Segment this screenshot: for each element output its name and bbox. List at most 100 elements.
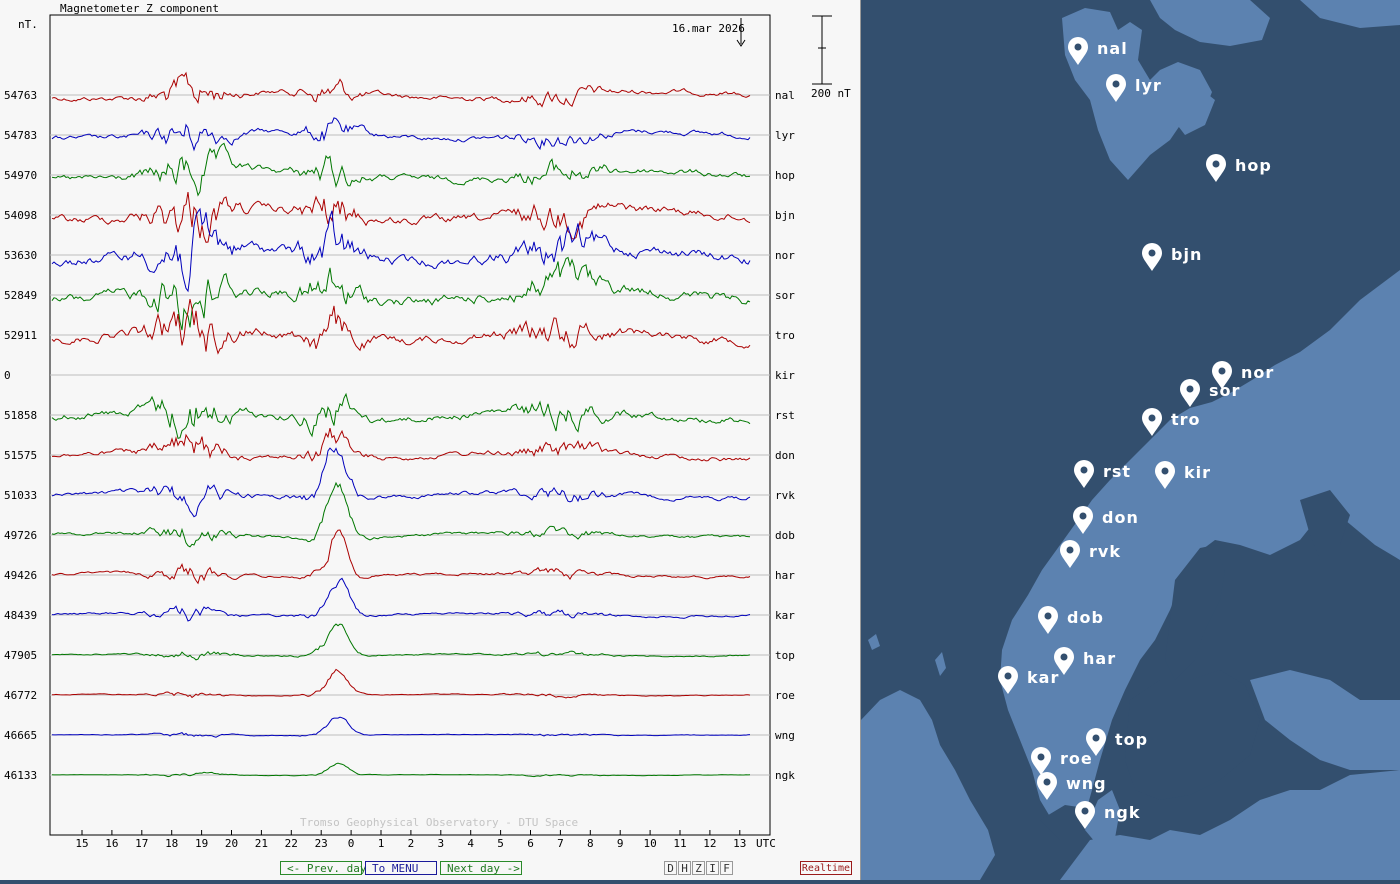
station-code-label: top [775,649,795,662]
map-pin-icon [1075,801,1095,829]
faroe [868,634,880,650]
component-d-button[interactable]: D [664,861,677,875]
trace-ngk [51,762,751,778]
map-pin-icon [1054,647,1074,675]
map-pin-hole [1043,778,1051,786]
trace-har [51,529,751,585]
baseline-label: 51575 [4,449,37,462]
map-pin-hole [1112,80,1120,88]
realtime-button[interactable]: Realtime [800,861,852,875]
kola-peninsula [1280,440,1400,560]
station-pin-nor[interactable]: nor [1212,361,1274,389]
station-pin-hop[interactable]: hop [1206,154,1272,182]
station-code-label: har [775,569,795,582]
trace-dob [51,481,751,548]
map-pin-hole [1004,672,1012,680]
map-pin-hole [1080,466,1088,474]
station-pin-roe[interactable]: roe [1031,747,1093,775]
plot-frame [49,14,771,836]
component-f-button[interactable]: F [720,861,733,875]
map-pin-hole [1060,653,1068,661]
station-label-dob: dob [1067,608,1104,627]
station-pin-rvk[interactable]: rvk [1060,540,1121,568]
trace-top [51,623,751,661]
baseline-label: 48439 [4,609,37,622]
map-pin-icon [1074,460,1094,488]
station-pin-top[interactable]: top [1086,728,1148,756]
next-day-button[interactable]: Next day -> [440,861,522,875]
station-pin-sor[interactable]: sor [1180,379,1240,407]
station-pin-nal[interactable]: nal [1068,37,1128,65]
x-tick-label: 7 [557,837,564,850]
x-tick-label: 2 [408,837,415,850]
station-pin-ngk[interactable]: ngk [1075,801,1140,829]
baseline-label: 51033 [4,489,37,502]
station-pin-lyr[interactable]: lyr [1106,74,1162,102]
station-label-rst: rst [1103,462,1131,481]
magnetometer-plot: Magnetometer Z component nT. 16.mar 2026… [4,2,851,850]
baseline-label: 49726 [4,529,37,542]
map-pin-hole [1074,43,1082,51]
denmark [1085,790,1120,848]
svalbard-northeast [1150,0,1270,46]
station-pin-don[interactable]: don [1073,506,1139,534]
utc-label: UTC [756,837,776,850]
station-label-roe: roe [1060,749,1093,768]
baseline-label: 51858 [4,409,37,422]
map-pin-hole [1044,612,1052,620]
map-pin-icon [1142,243,1162,271]
map-pin-icon [1038,606,1058,634]
station-pin-har[interactable]: har [1054,647,1116,675]
x-tick-label: 4 [467,837,474,850]
station-pin-wng[interactable]: wng [1037,772,1107,800]
x-tick-label: 18 [165,837,178,850]
x-tick-label: 1 [378,837,385,850]
baseline-label: 46772 [4,689,37,702]
continent-land [1060,770,1400,880]
x-tick-label: 13 [733,837,746,850]
baseline-label: 46133 [4,769,37,782]
station-code-label: rst [775,409,795,422]
magnetometer-panel: Magnetometer Z component nT. 16.mar 2026… [0,0,861,880]
map-pin-icon [1086,728,1106,756]
svalbard-east-island [1172,88,1215,135]
station-pin-kir[interactable]: kir [1155,461,1211,489]
map-pin-hole [1092,734,1100,742]
station-code-label: bjn [775,209,795,222]
trace-wng [51,716,751,738]
white-sea [1300,490,1350,560]
map-pin-icon [998,666,1018,694]
station-code-label: kar [775,609,795,622]
station-pin-dob[interactable]: dob [1038,606,1104,634]
station-pin-bjn[interactable]: bjn [1142,243,1202,271]
map-pin-hole [1161,467,1169,475]
plot-title: Magnetometer Z component [60,2,219,15]
x-tick-label: 17 [135,837,148,850]
station-label-nor: nor [1241,363,1274,382]
map-pin-icon [1142,408,1162,436]
station-pin-rst[interactable]: rst [1074,460,1131,488]
station-pin-tro[interactable]: tro [1142,408,1201,436]
station-code-label: kir [775,369,795,382]
baseline-label: 54970 [4,169,37,182]
inland-seas [1040,490,1350,840]
station-label-kar: kar [1027,668,1059,687]
station-label-bjn: bjn [1171,245,1202,264]
station-code-label: rvk [775,489,795,502]
x-tick-label: 0 [348,837,355,850]
x-tick-label: 5 [497,837,504,850]
station-pin-kar[interactable]: kar [998,666,1059,694]
oslofjord-skagerrak [1040,805,1085,840]
station-code-label: nal [775,89,795,102]
station-map: nal lyr hop bjn nor sor tro rst kir don rvk dob har k… [861,0,1400,880]
prev-day-button[interactable]: <- Prev. day [280,861,366,875]
map-pin-hole [1212,160,1220,168]
component-i-button[interactable]: I [706,861,719,875]
component-h-button[interactable]: H [678,861,691,875]
scale-label: 200 nT [811,87,851,100]
component-z-button[interactable]: Z [692,861,705,875]
map-pin-icon [1155,461,1175,489]
to-menu-button[interactable]: To MENU [365,861,437,875]
